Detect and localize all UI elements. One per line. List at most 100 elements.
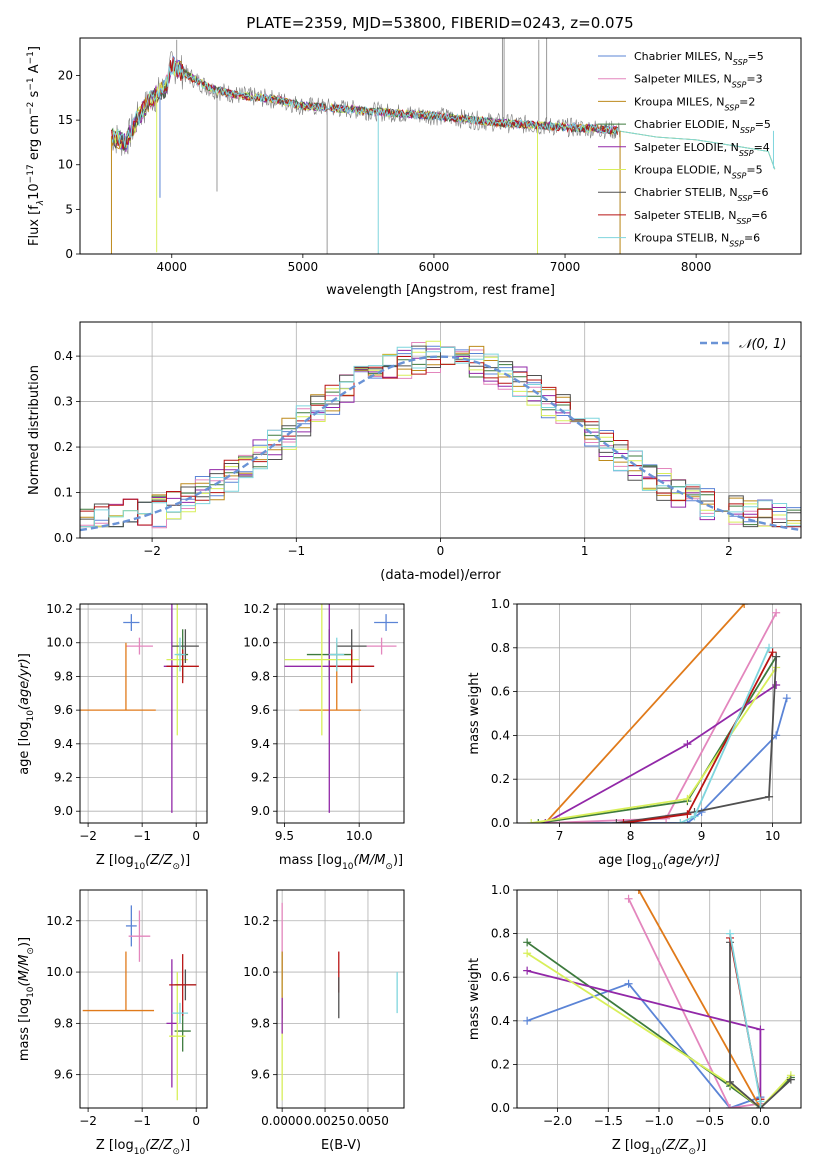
y-tick-label: 0.8 bbox=[491, 927, 510, 941]
x-label-sub: ⊙ bbox=[385, 862, 393, 872]
legend-name: Chabrier STELIB bbox=[634, 186, 722, 199]
weight-marker bbox=[634, 890, 643, 894]
y-tick-label: 0.0 bbox=[54, 531, 73, 545]
y-tick-label: 0.4 bbox=[491, 1014, 510, 1028]
plot-area-mass-vs-Z bbox=[82, 905, 197, 1101]
weight-marker bbox=[726, 1077, 734, 1086]
weight-marker bbox=[523, 1016, 532, 1025]
weight-marker bbox=[523, 949, 532, 958]
axes-frame bbox=[516, 603, 802, 824]
legend-entry: Salpeter ELODIE, NSSP=4 bbox=[634, 141, 770, 158]
legend-entry: Chabrier STELIB, NSSP=6 bbox=[634, 186, 768, 203]
axes-frame bbox=[79, 889, 208, 1109]
y-tick-label: 9.4 bbox=[54, 737, 73, 751]
plot-area-mass-vs-EBV bbox=[281, 902, 398, 1101]
x-tick-label: 1 bbox=[581, 544, 589, 558]
weight-marker bbox=[683, 740, 692, 749]
weight-marker bbox=[756, 1104, 765, 1108]
x-label-part: Z [log bbox=[612, 1138, 650, 1153]
y-label-part: 10 bbox=[27, 183, 42, 200]
y-tick-label: 10.2 bbox=[46, 602, 73, 616]
weight-marker bbox=[683, 794, 692, 803]
x-axis-label: age [log10(age/yr)] bbox=[598, 853, 720, 872]
legend-nssp: N bbox=[725, 50, 733, 63]
x-label-part: )] bbox=[180, 853, 190, 868]
legend-entry: Salpeter STELIB, NSSP=6 bbox=[634, 209, 767, 226]
x-label-sub: ⊙ bbox=[688, 1147, 696, 1157]
weight-marker bbox=[523, 938, 532, 947]
x-axis-label: mass [log10(M/M⊙)] bbox=[279, 853, 403, 872]
weight-marker bbox=[697, 808, 706, 817]
x-tick-label: −1 bbox=[287, 544, 305, 558]
y-tick-label: 9.6 bbox=[251, 703, 270, 717]
legend-n: 5 bbox=[756, 164, 763, 177]
x-tick-label: 0 bbox=[192, 1114, 200, 1128]
y-tick-label: 0.2 bbox=[491, 1057, 510, 1071]
legend-name: Salpeter ELODIE bbox=[634, 141, 724, 154]
x-tick-label: 4000 bbox=[156, 260, 187, 274]
y-tick-label: 10.0 bbox=[46, 636, 73, 650]
weight-marker bbox=[772, 731, 781, 740]
plot-area-spectrum bbox=[110, 38, 776, 254]
y-label-part: A bbox=[27, 64, 42, 77]
y-tick-label: 0 bbox=[65, 247, 73, 261]
x-axis-label: E(B-V) bbox=[321, 1138, 361, 1153]
legend-n: 4 bbox=[763, 141, 770, 154]
weight-marker bbox=[765, 643, 774, 652]
weight-marker bbox=[690, 812, 699, 821]
legend-nssp: N bbox=[716, 95, 724, 108]
y-tick-label: 10.2 bbox=[243, 914, 270, 928]
axes-residuals: −2 −1 0 1 2 0.0 0.1 0.2 0.3 0.4 𝒩(0, 1) (data-model… bbox=[27, 321, 802, 583]
x-tick-label: 0.0000 bbox=[261, 1114, 303, 1128]
x-label-part: (Z/Z bbox=[145, 853, 173, 868]
y-label-sup: −2 bbox=[26, 102, 36, 115]
plot-area-residuals bbox=[80, 340, 801, 532]
x-tick-label: −1.0 bbox=[644, 1114, 673, 1128]
weight-marker bbox=[786, 1075, 795, 1084]
x-tick-label: −2.0 bbox=[543, 1114, 572, 1128]
y-tick-label: 9.8 bbox=[251, 669, 270, 683]
y-tick-label: 9.6 bbox=[251, 1068, 270, 1082]
y-tick-label: 5 bbox=[65, 202, 73, 216]
weight-marker bbox=[527, 819, 536, 823]
axes-frame bbox=[79, 37, 802, 255]
legend-name: Chabrier MILES bbox=[634, 50, 718, 63]
weight-line bbox=[531, 666, 777, 823]
y-axis-label: mass weight bbox=[467, 672, 482, 754]
y-tick-label: 9.4 bbox=[251, 737, 270, 751]
figure-title: PLATE=2359, MJD=53800, FIBERID=0243, z=0… bbox=[246, 14, 633, 32]
x-label-sub: 10 bbox=[134, 1147, 146, 1157]
y-label-sup: −1 bbox=[26, 77, 36, 90]
weight-marker bbox=[624, 979, 633, 988]
weight-line bbox=[627, 898, 761, 1108]
y-tick-label: 9.2 bbox=[54, 771, 73, 785]
legend-n: 5 bbox=[757, 50, 764, 63]
axes-frame bbox=[276, 603, 405, 824]
x-label-part: Z [log bbox=[96, 853, 134, 868]
y-tick-label: 1.0 bbox=[491, 883, 510, 897]
axes-spectrum: 4000 5000 6000 7000 8000 0 5 10 15 20 wavelength [… bbox=[26, 37, 802, 298]
weight-marker bbox=[523, 966, 532, 975]
x-axis-label: Z [log10(Z/Z⊙)] bbox=[96, 853, 190, 872]
legend-nssp-sub: SSP bbox=[732, 80, 747, 89]
axes-mass-vs-Z: −2 −1 0 9.6 9.8 10.0 10.2 Z [log10(Z/Z⊙)] mass [… bbox=[17, 889, 208, 1157]
axes-mass-weight-vs-age: 7 8 9 10 0.0 0.2 0.4 0.6 0.8 1.0 mass weight age [l… bbox=[467, 597, 802, 872]
y-tick-label: 9.2 bbox=[251, 771, 270, 785]
y-tick-label: 0.8 bbox=[491, 641, 510, 655]
y-tick-label: 0.1 bbox=[54, 486, 73, 500]
legend-nssp: N bbox=[732, 118, 740, 131]
weight-line bbox=[544, 604, 745, 823]
weight-marker bbox=[619, 819, 628, 823]
y-tick-label: 9.0 bbox=[54, 804, 73, 818]
x-label-sub: 10 bbox=[651, 862, 663, 872]
y-label-part: s bbox=[27, 90, 42, 101]
y-tick-label: 0.6 bbox=[491, 685, 510, 699]
x-label-part: (M/M bbox=[354, 853, 386, 868]
x-tick-label: 0.0 bbox=[751, 1114, 770, 1128]
x-tick-label: 2 bbox=[725, 544, 733, 558]
x-tick-label: −2 bbox=[143, 544, 161, 558]
x-axis-label: wavelength [Angstrom, rest frame] bbox=[326, 283, 555, 298]
y-label-sub: λ bbox=[36, 200, 46, 206]
x-label-sub: 10 bbox=[650, 1147, 662, 1157]
